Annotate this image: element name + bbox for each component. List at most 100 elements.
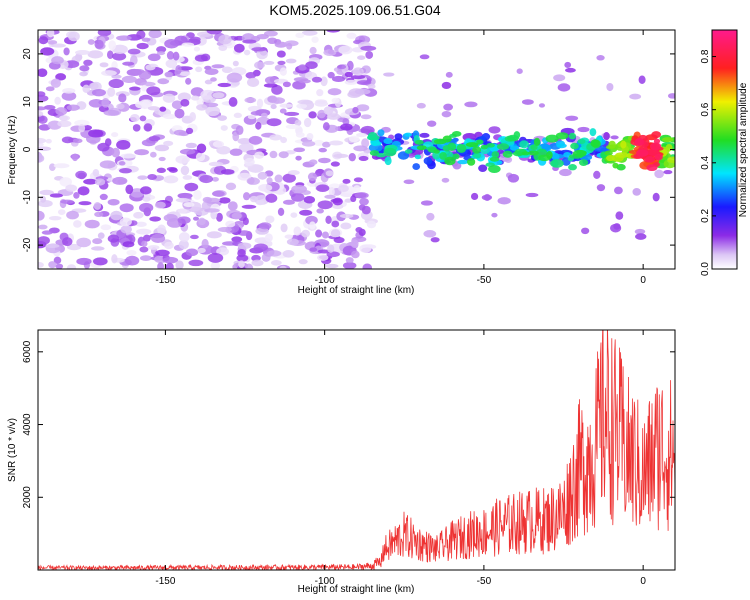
spectrogram-cell [476, 139, 484, 145]
spectrogram-cell [647, 148, 659, 156]
spectrogram-cell [77, 186, 90, 196]
spectrogram-cell [593, 170, 601, 179]
spectrogram-cell [137, 175, 148, 180]
spectrogram-cell [162, 256, 179, 264]
spectrogram-cell [365, 50, 374, 59]
spectrogram-cell [404, 132, 413, 137]
spectrogram-cell [185, 142, 197, 149]
spectrogram-cell [317, 200, 333, 210]
spectrogram-cell [256, 98, 264, 109]
spectrogram-cell [269, 134, 283, 141]
spectrogram-cell [119, 203, 134, 213]
spectrogram-cell [667, 156, 675, 163]
spectrogram-cell [59, 177, 73, 187]
spectrogram-cell [264, 233, 273, 242]
spectrogram-cell [101, 98, 110, 108]
spectrogram-cell [328, 140, 344, 146]
spectrogram-cell [496, 143, 510, 150]
colorbar: 0.0 0.2 0.4 0.6 0.8 Normalized spectral ampl… [700, 29, 749, 276]
spectrogram-cell [237, 242, 252, 250]
spectrogram-cell [66, 264, 77, 269]
spectrogram-cell [216, 212, 223, 222]
spectrogram-cell [258, 184, 273, 192]
spectrogram-cell [577, 126, 590, 133]
spectrogram-cell [354, 88, 371, 95]
spectrogram-cell [481, 194, 493, 201]
spectrogram-cell [608, 140, 616, 149]
spectrogram-cell [245, 72, 257, 79]
spectrogram-cell [227, 201, 238, 211]
spectrogram-cell [143, 123, 153, 132]
spectrogram-cell [464, 101, 478, 108]
spectrogram-cell [242, 39, 257, 44]
spectrogram-cell [286, 238, 299, 246]
spectrogram-cell [326, 113, 341, 120]
spectrogram-cell [404, 149, 413, 154]
spectrogram-cell [346, 32, 357, 39]
spectrogram-cell [615, 211, 624, 220]
spectrogram-cell [652, 192, 660, 202]
spectrogram-cell [384, 156, 392, 166]
spectrogram-cell [89, 82, 99, 90]
spectrogram-cell [433, 149, 440, 154]
spectrogram-cell [254, 151, 265, 159]
spectrogram-cell [139, 115, 147, 122]
spectrogram-cell [147, 174, 157, 181]
spectrogram-cell [211, 64, 225, 69]
spectrogram-cell [179, 71, 191, 77]
spectrogram-cell [638, 75, 646, 84]
spectrogram-cell [269, 150, 278, 159]
spectrogram-cell [311, 76, 323, 83]
spectrogram-cell [348, 152, 356, 162]
spectrogram-cell [212, 140, 225, 148]
snr-x-label: Height of straight line (km) [298, 584, 415, 595]
spectrogram-cell [92, 238, 103, 245]
spectrogram-cell [228, 97, 238, 107]
spectrogram-cell [156, 51, 166, 56]
spectrogram-cell [171, 100, 183, 110]
spectrogram-cell [111, 254, 118, 264]
spectrogram-cell [38, 115, 48, 124]
spectrogram-cell [62, 88, 76, 94]
spectrogram-cell [358, 155, 369, 162]
spectrogram-cell [525, 192, 539, 198]
spectrogram-cell [51, 43, 66, 48]
spectrogram-cell [568, 164, 577, 171]
spectrogram-cell [204, 68, 219, 75]
spectrogram-cell [266, 250, 282, 257]
spectrogram-cell [614, 186, 623, 195]
spectrogram-cell [439, 151, 447, 160]
spectrogram-cell [244, 97, 257, 103]
spectrogram-cell [322, 122, 330, 131]
spectrogram-cell [101, 70, 117, 77]
spectrogram-cell [248, 135, 263, 145]
spectrogram-cell [333, 153, 349, 158]
spectrogram-cell [353, 177, 363, 183]
spectrogram-cell [87, 39, 95, 45]
spectrogram-cell [147, 245, 160, 250]
spectrogram-cell [423, 157, 433, 165]
spectrogram-cell [40, 47, 55, 56]
spectrogram-cell [103, 109, 120, 116]
spectrogram-cell [238, 260, 245, 268]
spectrogram-x-tick-label: -100 [315, 275, 335, 286]
spectrogram-cell [295, 155, 302, 161]
spectrogram-cell [217, 227, 232, 233]
spectrogram-cell [553, 74, 566, 82]
colorbar-tick-label: 0.0 [700, 262, 711, 276]
spectrogram-cell [550, 159, 564, 168]
colorbar-tick-label: 0.8 [700, 49, 711, 63]
spectrogram-cell [193, 46, 201, 52]
spectrogram-cell [211, 176, 219, 182]
spectrogram-cell [43, 105, 56, 110]
spectrogram-cell [323, 49, 337, 56]
spectrogram-cell [665, 144, 673, 152]
spectrogram-cell [231, 212, 242, 220]
spectrogram-cell [277, 60, 286, 65]
spectrogram-cell [350, 239, 359, 248]
spectrogram-cell [430, 237, 440, 243]
spectrogram-cell [556, 143, 567, 149]
spectrogram-cell [197, 247, 206, 254]
spectrogram-cell [572, 149, 587, 158]
